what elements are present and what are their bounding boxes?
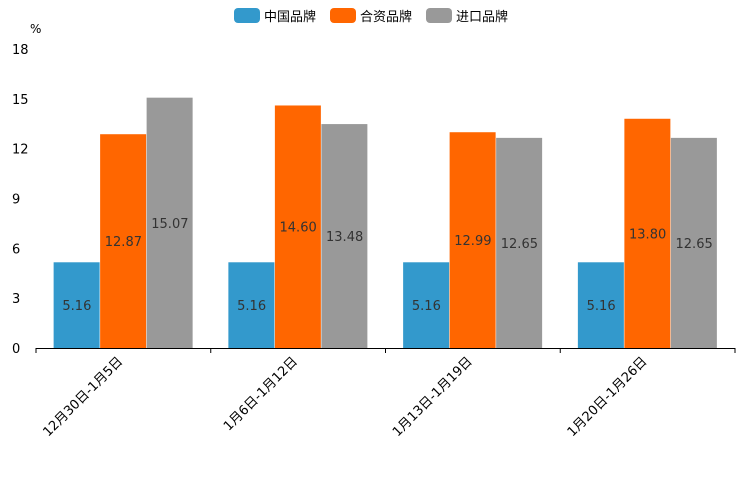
data-label: 12.65 (501, 237, 538, 252)
bar (228, 262, 275, 348)
bar (670, 137, 717, 348)
bar (146, 97, 193, 348)
data-label: 5.16 (62, 299, 91, 314)
legend-label: 合资品牌 (360, 9, 412, 25)
bar (274, 105, 321, 348)
bar (496, 137, 543, 348)
data-label: 5.16 (237, 299, 266, 314)
legend-swatch (234, 8, 260, 23)
bar (577, 262, 624, 348)
bar (321, 124, 368, 349)
y-tick-label: 3 (12, 292, 20, 307)
data-label: 5.16 (412, 299, 441, 314)
legend-label: 进口品牌 (456, 9, 508, 25)
y-tick-label: 15 (12, 93, 29, 108)
x-tick-label: 1月13日-1月19日 (390, 354, 476, 440)
data-label: 5.16 (587, 299, 616, 314)
y-tick-label: 9 (12, 193, 20, 208)
data-label: 12.99 (454, 234, 491, 249)
legend-swatch (426, 8, 452, 23)
legend-label: 中国品牌 (264, 9, 316, 25)
data-label: 13.80 (629, 227, 666, 242)
data-label: 15.07 (151, 217, 188, 232)
y-tick-label: 18 (12, 43, 29, 58)
bar-group: 5.16 12.87 15.07 5.16 14.60 13.48 5.16 12.99 12.… (53, 97, 717, 349)
bar (624, 118, 671, 349)
x-axis: 12月30日-1月5日 1月6日-1月12日 1月13日-1月19日 1月20日-1月… (35, 348, 736, 440)
x-tick-label: 1月20日-1月26日 (565, 354, 651, 440)
x-tick-label: 1月6日-1月12日 (221, 354, 301, 434)
y-axis-unit: % (30, 22, 41, 36)
y-tick-label: 12 (12, 143, 29, 158)
data-label: 14.60 (280, 221, 317, 236)
bar (449, 132, 496, 348)
data-label: 12.87 (105, 235, 142, 250)
bar (53, 262, 100, 348)
y-tick-label: 0 (12, 342, 20, 357)
y-axis: 0 3 6 9 12 15 18 (12, 43, 29, 357)
legend: 中国品牌 合资品牌 进口品牌 (234, 8, 508, 25)
y-tick-label: 6 (12, 242, 20, 257)
legend-swatch (330, 8, 356, 23)
data-label: 12.65 (676, 237, 713, 252)
bar (100, 134, 147, 348)
data-label: 13.48 (326, 230, 363, 245)
x-tick-label: 12月30日-1月5日 (40, 354, 126, 440)
bar (403, 262, 450, 348)
